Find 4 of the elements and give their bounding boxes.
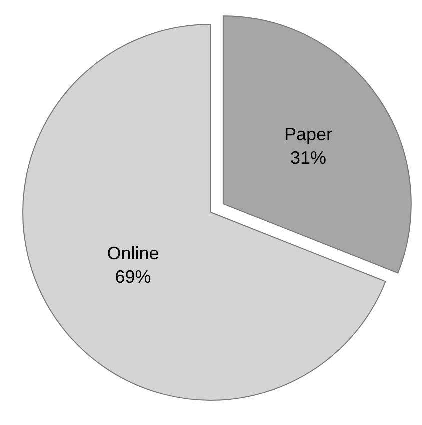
data-label: 31%: [290, 148, 327, 168]
data-label: 69%: [115, 267, 152, 288]
slice-label: Paper: [284, 124, 333, 145]
slice-label: Online: [107, 244, 160, 264]
